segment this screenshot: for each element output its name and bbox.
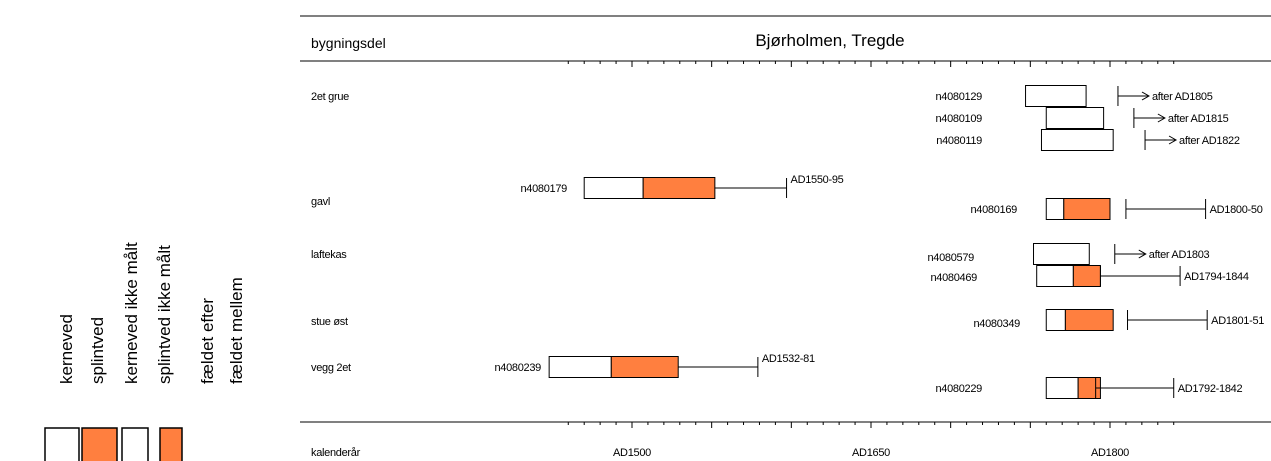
building-parts: 2et grue n4080129 after AD1805 n4080109 afte…: [311, 85, 1265, 399]
heartwood-bar: [1040, 129, 1114, 151]
chart-title: Bjørholmen, Tregde: [755, 31, 904, 50]
felling-label: after AD1805: [1152, 91, 1213, 103]
legend-label: splintved: [88, 317, 107, 384]
heartwood-bar: [1045, 377, 1079, 399]
legend-swatch-splintved: [81, 427, 118, 461]
x-axis-label: kalenderår: [311, 447, 361, 459]
sample-id: n4080239: [494, 362, 541, 374]
sapwood-bar: [1064, 309, 1114, 331]
sample-id: n4080109: [935, 113, 982, 125]
heartwood-bar: [1045, 198, 1065, 220]
group-laftekas: laftekas n4080579 after AD1803 n4080469 AD17…: [311, 243, 1249, 287]
sample-id: n4080169: [970, 204, 1017, 216]
sapwood-bar: [1072, 265, 1101, 287]
sample-n4080469: n4080469 AD1794-1844: [930, 265, 1249, 287]
heartwood-bar: [1036, 265, 1074, 287]
sample-n4080239: n4080239 AD1532-81: [494, 353, 815, 378]
sample-n4080169: n4080169 AD1800-50: [970, 198, 1263, 220]
heartwood-bar: [1045, 107, 1105, 129]
sample-n4080179: n4080179 AD1550-95: [520, 174, 844, 199]
x-tick-label: AD1800: [1091, 447, 1129, 459]
legend-label: fældet efter: [198, 298, 217, 384]
legend-swatch-kerneved-ikke-maalt: [121, 427, 149, 461]
legend-label: fældet mellem: [227, 277, 246, 384]
sample-id: n4080179: [520, 183, 567, 195]
sample-n4080109: n4080109 after AD1815: [935, 107, 1229, 129]
heartwood-bar: [583, 177, 644, 199]
header-left: bygningsdel: [311, 35, 386, 51]
sample-id: n4080349: [973, 318, 1020, 330]
legend-label: splintved ikke målt: [155, 245, 174, 384]
arrow-head: [1141, 91, 1150, 101]
sample-id: n4080129: [935, 91, 982, 103]
axis-tick-marks: [567, 422, 1175, 428]
heartwood-bar: [1045, 309, 1066, 331]
legend-swatch-splintved-ikke-maalt: [159, 427, 183, 461]
sapwood-bar: [610, 356, 679, 378]
axis-tick-labels: AD1500 AD1650 AD1800: [613, 447, 1129, 459]
felling-label: after AD1822: [1179, 135, 1240, 147]
legend-label: kerneved: [57, 314, 76, 384]
sapwood-bar: [642, 177, 716, 199]
sample-n4080579: n4080579 after AD1803: [927, 243, 1210, 265]
felling-label: AD1792-1842: [1178, 383, 1243, 395]
sample-n4080349: n4080349 AD1801-51: [973, 309, 1265, 331]
group-gavl: gavl n4080179 AD1550-95 n4080169 AD1800-50: [311, 174, 1263, 220]
felling-label: AD1801-51: [1211, 315, 1264, 327]
arrow-head: [1157, 113, 1166, 123]
group-label: laftekas: [311, 249, 347, 261]
heartwood-bar: [1033, 243, 1090, 265]
felling-label: after AD1815: [1168, 113, 1229, 125]
group-label: stue øst: [311, 316, 348, 328]
felling-label: after AD1803: [1149, 249, 1210, 261]
group-label: 2et grue: [311, 91, 349, 103]
heartwood-bar: [1025, 85, 1087, 107]
sample-n4080119: n4080119 after AD1822: [936, 129, 1240, 151]
sample-n4080229: n4080229 AD1792-1842: [935, 377, 1243, 399]
sample-id: n4080119: [936, 135, 982, 147]
sample-id: n4080579: [927, 252, 974, 264]
group-2et-grue: 2et grue n4080129 after AD1805 n4080109 afte…: [311, 85, 1240, 151]
group-stue-øst: stue øst n4080349 AD1801-51: [311, 309, 1265, 331]
x-tick-label: AD1500: [613, 447, 651, 459]
sample-n4080129: n4080129 after AD1805: [935, 85, 1213, 107]
legend-swatch-kerneved: [44, 427, 80, 461]
group-vegg-2et: vegg 2et n4080239 AD1532-81 n4080229 AD1792-…: [311, 353, 1243, 399]
arrow-head: [1138, 249, 1147, 259]
felling-label: AD1794-1844: [1184, 271, 1249, 283]
header-tick-marks: [567, 61, 1175, 67]
heartwood-bar: [548, 356, 612, 378]
felling-label: AD1800-50: [1210, 204, 1263, 216]
felling-label: AD1550-95: [791, 174, 844, 186]
legend: kerneved splintved kerneved ikke målt splin…: [44, 242, 246, 461]
sample-id: n4080229: [935, 383, 982, 395]
group-label: vegg 2et: [311, 362, 351, 374]
sapwood-bar: [1063, 198, 1111, 220]
arrow-head: [1168, 135, 1178, 145]
felling-label: AD1532-81: [762, 353, 815, 365]
group-label: gavl: [311, 196, 330, 208]
sample-id: n4080469: [930, 272, 977, 284]
x-tick-label: AD1650: [852, 447, 890, 459]
legend-label: kerneved ikke målt: [122, 242, 141, 384]
